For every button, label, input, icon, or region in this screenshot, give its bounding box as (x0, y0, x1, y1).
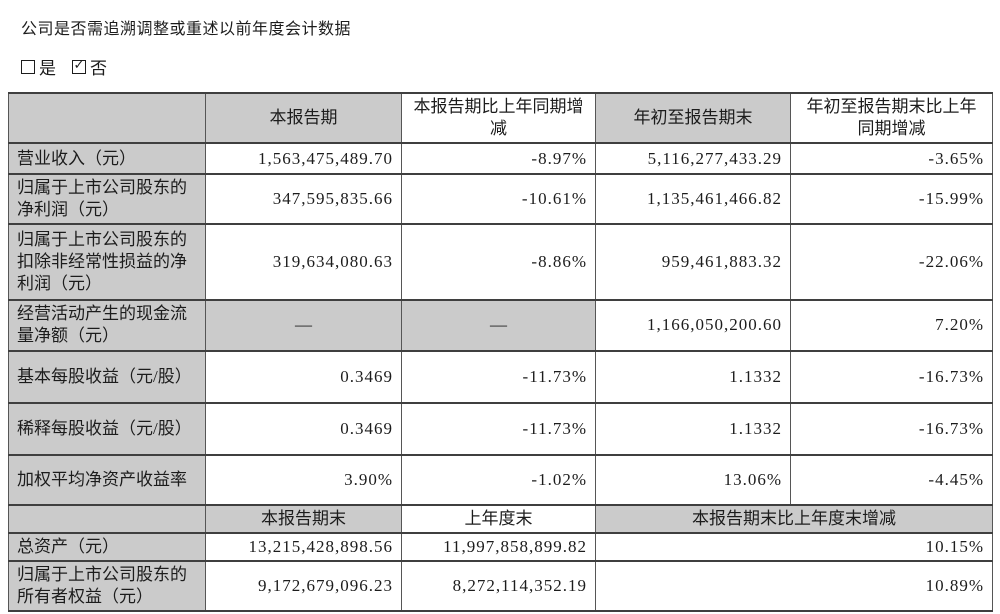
option-yes: 是 (21, 54, 56, 79)
value-cell: 1.1332 (595, 349, 791, 404)
value-cell: 3.90% (205, 453, 402, 506)
table-row: 归属于上市公司股东的扣除非经常性损益的净利润（元） 319,634,080.63-… (8, 223, 993, 302)
value-cell: 0.3469 (205, 401, 402, 456)
value-cell: 319,634,080.63 (205, 223, 402, 302)
checkbox-checked-icon: ✓ (72, 58, 86, 74)
value-cell: -15.99% (790, 173, 993, 226)
table-row: 稀释每股收益（元/股） 0.3469 -11.73% 1.1332 -16.73% (8, 401, 993, 456)
restatement-options: 是 ✓ 否 (21, 54, 1000, 79)
value-cell: -16.73% (790, 349, 993, 404)
table-row: 总资产（元） 13,215,428,898.56 11,997,858,899.82… (8, 531, 993, 562)
value-cell: 1,166,050,200.60 (595, 299, 791, 352)
header-cell: 本报告期末 (205, 503, 402, 534)
value-cell: -8.97% (401, 142, 596, 176)
header-cell: 本报告期 (205, 91, 402, 145)
value-cell: -10.61% (401, 173, 596, 226)
value-cell: 959,461,883.32 (595, 223, 791, 302)
header-cell (8, 503, 206, 534)
checkbox-unchecked-icon (21, 59, 35, 74)
value-cell: 13.06% (595, 453, 791, 506)
row-label-cell: 归属于上市公司股东的所有者权益（元） (8, 559, 206, 612)
financial-summary-table: 本报告期 本报告期比上年同期增减 年初至报告期末 年初至报告期末比上年同期增减 营业收入… (8, 91, 993, 612)
value-cell: -11.73% (401, 401, 596, 456)
header-cell: 本报告期末比上年度末增减 (595, 503, 993, 534)
table-row: 归属于上市公司股东的所有者权益（元） 9,172,679,096.23 8,272,… (8, 559, 993, 612)
value-cell: -3.65% (790, 142, 993, 176)
table-row: 加权平均净资产收益率 3.90% -1.02% 13.06% -4.45% (8, 453, 993, 506)
option-yes-label: 是 (39, 59, 56, 78)
value-cell: 8,272,114,352.19 (401, 559, 596, 612)
value-cell: 1,135,461,466.82 (595, 173, 791, 226)
row-label-cell: 基本每股收益（元/股） (8, 349, 206, 404)
table-row: 营业收入（元） 1,563,475,489.70 -8.97% 5,116,277,4… (8, 142, 993, 176)
header-cell: 年初至报告期末比上年同期增减 (790, 91, 993, 145)
row-label-cell: 加权平均净资产收益率 (8, 453, 206, 506)
row-label-cell: 经营活动产生的现金流量净额（元） (8, 299, 206, 352)
value-cell: 0.3469 (205, 349, 402, 404)
value-cell: 7.20% (790, 299, 993, 352)
row-label-cell: 归属于上市公司股东的净利润（元） (8, 173, 206, 226)
value-cell: -1.02% (401, 453, 596, 506)
table-row: 基本每股收益（元/股） 0.3469 -11.73% 1.1332 -16.73% (8, 349, 993, 404)
header-cell: 上年度末 (401, 503, 596, 534)
check-icon: ✓ (73, 58, 85, 73)
row-label-cell: 总资产（元） (8, 531, 206, 562)
header-cell (8, 91, 206, 145)
option-no: ✓ 否 (72, 54, 107, 79)
value-cell: 347,595,835.66 (205, 173, 402, 226)
restatement-question-text: 公司是否需追溯调整或重述以前年度会计数据 (21, 21, 352, 38)
value-cell: 5,116,277,433.29 (595, 142, 791, 176)
row-label-cell: 稀释每股收益（元/股） (8, 401, 206, 456)
table-header-row: 本报告期末 上年度末 本报告期末比上年度末增减 (8, 503, 993, 534)
value-cell: 10.89% (595, 559, 993, 612)
value-cell: -8.86% (401, 223, 596, 302)
value-cell: 10.15% (595, 531, 993, 562)
table-row: 归属于上市公司股东的净利润（元） 347,595,835.66 -10.61% 1,1… (8, 173, 993, 226)
value-cell: -11.73% (401, 349, 596, 404)
value-cell: 1.1332 (595, 401, 791, 456)
value-cell: 13,215,428,898.56 (205, 531, 402, 562)
header-cell: 本报告期比上年同期增减 (401, 91, 596, 145)
table-row: 经营活动产生的现金流量净额（元） — —1,166,050,200.60 7.20% (8, 299, 993, 352)
value-cell: 9,172,679,096.23 (205, 559, 402, 612)
value-cell: -16.73% (790, 401, 993, 456)
value-cell: — (205, 299, 402, 352)
report-page: 公司是否需追溯调整或重述以前年度会计数据 是 ✓ 否 本报告期 本报告期比上年同期… (0, 15, 1000, 614)
value-cell: 1,563,475,489.70 (205, 142, 402, 176)
value-cell: -22.06% (790, 223, 993, 302)
value-cell: — (401, 299, 596, 352)
value-cell: -4.45% (790, 453, 993, 506)
header-cell: 年初至报告期末 (595, 91, 791, 145)
option-no-label: 否 (90, 59, 107, 78)
value-cell: 11,997,858,899.82 (401, 531, 596, 562)
row-label-cell: 营业收入（元） (8, 142, 206, 176)
row-label-cell: 归属于上市公司股东的扣除非经常性损益的净利润（元） (8, 223, 206, 302)
table-header-row: 本报告期 本报告期比上年同期增减 年初至报告期末 年初至报告期末比上年同期增减 (8, 91, 993, 145)
